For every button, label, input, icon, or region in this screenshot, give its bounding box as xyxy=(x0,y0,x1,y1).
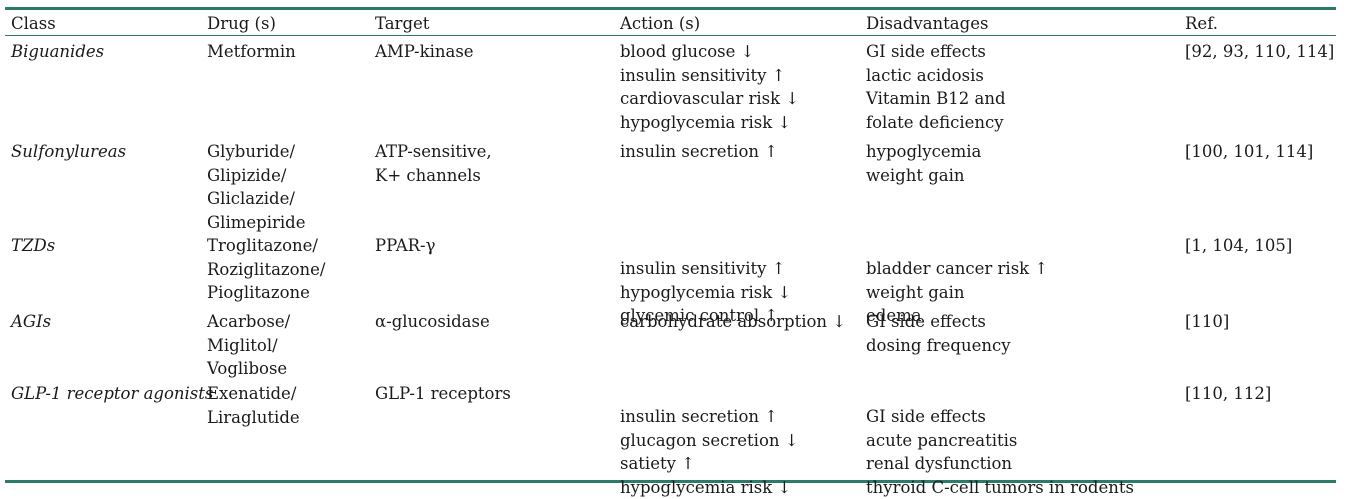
table-top-rule xyxy=(5,7,1336,10)
class-cell: GLP-1 receptor agonists xyxy=(11,382,213,406)
header-disadvantages: Disadvantages xyxy=(866,12,988,36)
target-cell: PPAR-γ xyxy=(375,234,435,258)
ref-cell: [1, 104, 105] xyxy=(1185,234,1292,258)
target-cell-line: AMP-kinase xyxy=(375,40,474,64)
drug-cell-line: Exenatide/ xyxy=(207,382,300,406)
action-cell-line: insulin secretion ↑ xyxy=(620,140,778,164)
drug-cell: Metformin xyxy=(207,40,296,64)
drug-cell-line: Miglitol/ xyxy=(207,334,290,358)
target-cell: ATP-sensitive,K+ channels xyxy=(375,140,492,187)
drug-cell: Troglitazone/Roziglitazone/Pioglitazone xyxy=(207,234,326,305)
header-class: Class xyxy=(11,12,56,36)
target-cell-line: PPAR-γ xyxy=(375,234,435,258)
ref-cell: [92, 93, 110, 114] xyxy=(1185,40,1334,64)
disadvantage-cell-line: bladder cancer risk ↑ xyxy=(866,257,1048,281)
class-cell: Sulfonylureas xyxy=(11,140,126,164)
header-target: Target xyxy=(375,12,429,36)
header-ref: Ref. xyxy=(1185,12,1218,36)
target-cell: GLP-1 receptors xyxy=(375,382,511,406)
class-cell: AGIs xyxy=(11,310,51,334)
target-cell: AMP-kinase xyxy=(375,40,474,64)
action-cell-line: insulin secretion ↑ xyxy=(620,405,799,429)
action-cell-line: carbohydrate absorption ↓ xyxy=(620,310,846,334)
action-cell-line: satiety ↑ xyxy=(620,452,799,476)
drug-cell-line: Pioglitazone xyxy=(207,281,326,305)
drug-cell-line: Metformin xyxy=(207,40,296,64)
ref-cell: [110] xyxy=(1185,310,1229,334)
disadvantage-cell-line: Vitamin B12 and xyxy=(866,87,1006,111)
header-drugs: Drug (s) xyxy=(207,12,276,36)
action-cell-line: blood glucose ↓ xyxy=(620,40,799,64)
disadvantage-cell-line: hypoglycemia xyxy=(866,140,981,164)
disadvantage-cell-line: GI side effects xyxy=(866,310,1011,334)
disadvantage-cell-line: GI side effects xyxy=(866,40,1006,64)
action-cell: insulin secretion ↑glucagon secretion ↓s… xyxy=(620,405,799,499)
action-cell-line: hypoglycemia risk ↓ xyxy=(620,476,799,499)
target-cell-line: K+ channels xyxy=(375,164,492,188)
drug-cell: Glyburide/Glipizide/Gliclazide/Glimepiri… xyxy=(207,140,305,234)
disadvantage-cell-line: renal dysfunction xyxy=(866,452,1134,476)
header-actions: Action (s) xyxy=(620,12,700,36)
disadvantage-cell-line: dosing frequency xyxy=(866,334,1011,358)
target-cell: α-glucosidase xyxy=(375,310,490,334)
action-cell: insulin secretion ↑ xyxy=(620,140,778,164)
drug-cell: Acarbose/Miglitol/Voglibose xyxy=(207,310,290,381)
disadvantage-cell-line: weight gain xyxy=(866,164,981,188)
drug-cell-line: Roziglitazone/ xyxy=(207,258,326,282)
action-cell-line: hypoglycemia risk ↓ xyxy=(620,111,799,135)
action-cell: blood glucose ↓insulin sensitivity ↑card… xyxy=(620,40,799,134)
drug-cell-line: Glyburide/ xyxy=(207,140,305,164)
ref-cell: [110, 112] xyxy=(1185,382,1271,406)
drug-cell-line: Gliclazide/ xyxy=(207,187,305,211)
disadvantage-cell-line: thyroid C-cell tumors in rodents xyxy=(866,476,1134,499)
target-cell-line: ATP-sensitive, xyxy=(375,140,492,164)
disadvantage-cell-line: folate deficiency xyxy=(866,111,1006,135)
class-cell: Biguanides xyxy=(11,40,104,64)
action-cell-line: cardiovascular risk ↓ xyxy=(620,87,799,111)
drug-cell-line: Acarbose/ xyxy=(207,310,290,334)
disadvantage-cell-line: GI side effects xyxy=(866,405,1134,429)
target-cell-line: GLP-1 receptors xyxy=(375,382,511,406)
disadvantage-cell-line: lactic acidosis xyxy=(866,64,1006,88)
drug-cell-line: Glimepiride xyxy=(207,211,305,235)
target-cell-line: α-glucosidase xyxy=(375,310,490,334)
action-cell: carbohydrate absorption ↓ xyxy=(620,310,846,334)
action-cell-line: hypoglycemia risk ↓ xyxy=(620,281,791,305)
disadvantage-cell-line: acute pancreatitis xyxy=(866,429,1134,453)
action-cell-line: insulin sensitivity ↑ xyxy=(620,257,791,281)
class-cell: TZDs xyxy=(11,234,55,258)
drug-cell-line: Voglibose xyxy=(207,357,290,381)
action-cell-line: insulin sensitivity ↑ xyxy=(620,64,799,88)
action-cell-line: glucagon secretion ↓ xyxy=(620,429,799,453)
drug-cell-line: Glipizide/ xyxy=(207,164,305,188)
drug-cell-line: Troglitazone/ xyxy=(207,234,326,258)
drug-cell-line: Liraglutide xyxy=(207,406,300,430)
drug-cell: Exenatide/Liraglutide xyxy=(207,382,300,429)
ref-cell: [100, 101, 114] xyxy=(1185,140,1313,164)
disadvantage-cell-line: weight gain xyxy=(866,281,1048,305)
